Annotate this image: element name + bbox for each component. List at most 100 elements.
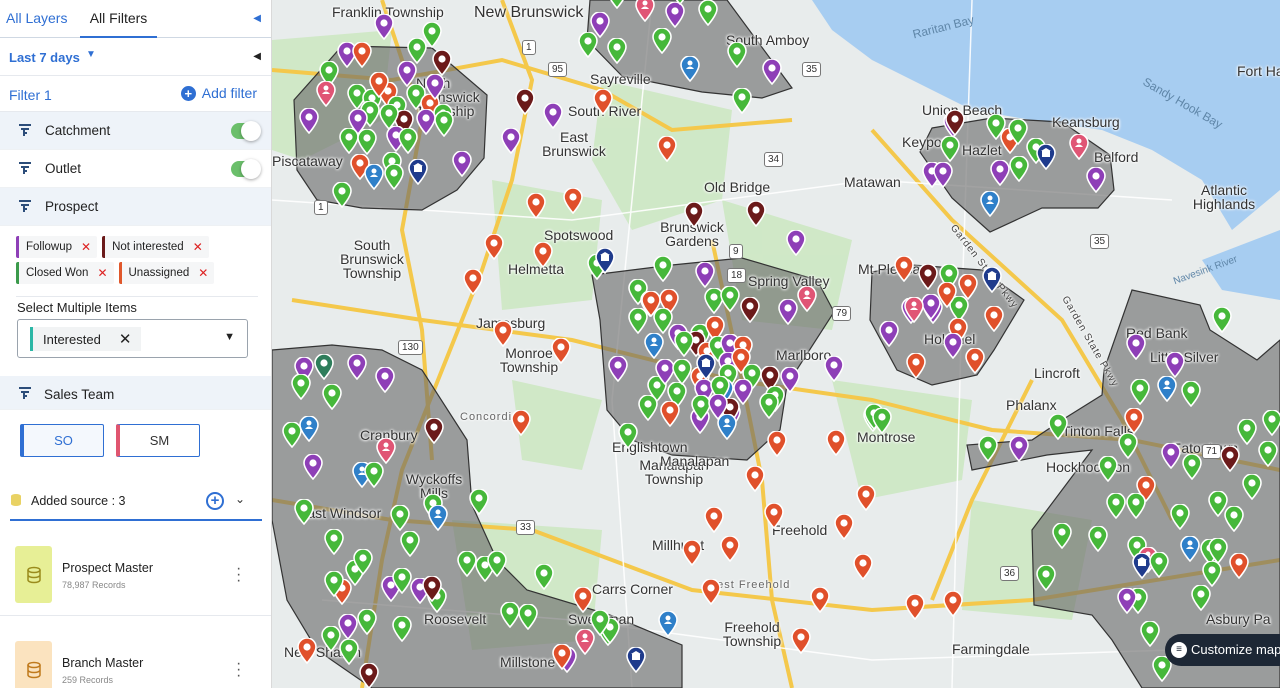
map-marker[interactable] <box>595 248 615 274</box>
customize-map-button[interactable]: ≡ Customize map <box>1165 634 1280 666</box>
map-marker[interactable] <box>1152 656 1172 682</box>
map-marker[interactable] <box>1220 446 1240 472</box>
map-marker[interactable] <box>797 286 817 312</box>
map-marker[interactable] <box>906 353 926 379</box>
map-marker[interactable] <box>982 267 1002 293</box>
map-marker[interactable] <box>1157 376 1177 402</box>
map-marker[interactable] <box>943 333 963 359</box>
map-marker[interactable] <box>1069 134 1089 160</box>
map-marker[interactable] <box>452 151 472 177</box>
map-marker[interactable] <box>1161 443 1181 469</box>
map-marker[interactable] <box>369 72 389 98</box>
map-marker[interactable] <box>551 338 571 364</box>
map-marker[interactable] <box>575 629 595 655</box>
map-marker[interactable] <box>526 193 546 219</box>
map-marker[interactable] <box>500 602 520 628</box>
map-marker[interactable] <box>375 367 395 393</box>
map-marker[interactable] <box>321 626 341 652</box>
map-marker[interactable] <box>1149 552 1169 578</box>
map-marker[interactable] <box>695 262 715 288</box>
map-marker[interactable] <box>484 234 504 260</box>
map-marker[interactable] <box>357 129 377 155</box>
map-marker[interactable] <box>282 422 302 448</box>
map-marker[interactable] <box>1165 352 1185 378</box>
map-marker[interactable] <box>390 505 410 531</box>
map-marker[interactable] <box>665 2 685 28</box>
map-marker[interactable] <box>416 109 436 135</box>
map-marker[interactable] <box>672 359 692 385</box>
map-marker[interactable] <box>364 462 384 488</box>
map-marker[interactable] <box>708 394 728 420</box>
layer-row-sales-team[interactable]: Sales Team <box>0 376 271 410</box>
map-marker[interactable] <box>717 414 737 440</box>
catchment-toggle[interactable] <box>231 121 261 141</box>
map-marker[interactable] <box>680 56 700 82</box>
map-marker[interactable] <box>965 348 985 374</box>
map-marker[interactable] <box>1098 456 1118 482</box>
map-marker[interactable] <box>872 408 892 434</box>
map-marker[interactable] <box>1009 436 1029 462</box>
remove-chip-icon[interactable]: ✕ <box>81 240 92 254</box>
map-marker[interactable] <box>434 111 454 137</box>
map-marker[interactable] <box>347 84 367 110</box>
map-marker[interactable] <box>778 299 798 325</box>
remove-chip-icon[interactable]: ✕ <box>198 266 209 280</box>
map-marker[interactable] <box>324 571 344 597</box>
map-marker[interactable] <box>984 306 1004 332</box>
map-marker[interactable] <box>432 50 452 76</box>
map-marker[interactable] <box>628 308 648 334</box>
map-marker[interactable] <box>978 436 998 462</box>
so-button[interactable]: SO <box>20 424 104 457</box>
map-marker[interactable] <box>1118 433 1138 459</box>
map-marker[interactable] <box>644 333 664 359</box>
map-marker[interactable] <box>322 384 342 410</box>
map-marker[interactable] <box>945 110 965 136</box>
map-marker[interactable] <box>1237 419 1257 445</box>
map-marker[interactable] <box>986 114 1006 140</box>
map-marker[interactable] <box>657 136 677 162</box>
map-marker[interactable] <box>352 42 372 68</box>
map-marker[interactable] <box>653 308 673 334</box>
map-marker[interactable] <box>364 164 384 190</box>
map-marker[interactable] <box>1191 585 1211 611</box>
map-marker[interactable] <box>1140 621 1160 647</box>
map-marker[interactable] <box>428 505 448 531</box>
map-marker[interactable] <box>1126 493 1146 519</box>
map-marker[interactable] <box>1126 334 1146 360</box>
map-marker[interactable] <box>578 32 598 58</box>
map-marker[interactable] <box>674 331 694 357</box>
map-marker[interactable] <box>294 499 314 525</box>
map-marker[interactable] <box>670 0 690 5</box>
map-marker[interactable] <box>727 42 747 68</box>
map-marker[interactable] <box>1048 414 1068 440</box>
map-marker[interactable] <box>879 321 899 347</box>
map-marker[interactable] <box>552 644 572 670</box>
map-marker[interactable] <box>324 529 344 555</box>
map-marker[interactable] <box>593 89 613 115</box>
collapse-date-icon[interactable]: ◀ <box>253 51 261 62</box>
map-marker[interactable] <box>638 395 658 421</box>
map-marker[interactable] <box>422 576 442 602</box>
map-marker[interactable] <box>1088 526 1108 552</box>
map-marker[interactable] <box>1106 493 1126 519</box>
map-marker[interactable] <box>696 354 716 380</box>
map-marker[interactable] <box>652 28 672 54</box>
map-marker[interactable] <box>1180 536 1200 562</box>
map-marker[interactable] <box>457 551 477 577</box>
map-marker[interactable] <box>400 531 420 557</box>
map-marker[interactable] <box>1086 167 1106 193</box>
more-vertical-icon[interactable]: · · · <box>236 560 242 589</box>
layer-row-outlet[interactable]: Outlet <box>0 150 271 188</box>
filter-name[interactable]: Filter 1 <box>9 87 52 103</box>
map-marker[interactable] <box>1036 144 1056 170</box>
map-marker[interactable] <box>684 202 704 228</box>
map-marker[interactable] <box>904 297 924 323</box>
map-marker[interactable] <box>463 269 483 295</box>
map-canvas[interactable]: Franklin Township New Brunswick North Br… <box>272 0 1280 688</box>
map-marker[interactable] <box>607 0 627 9</box>
map-marker[interactable] <box>316 81 336 107</box>
map-marker[interactable] <box>1124 408 1144 434</box>
map-marker[interactable] <box>720 536 740 562</box>
map-marker[interactable] <box>745 466 765 492</box>
map-marker[interactable] <box>291 374 311 400</box>
